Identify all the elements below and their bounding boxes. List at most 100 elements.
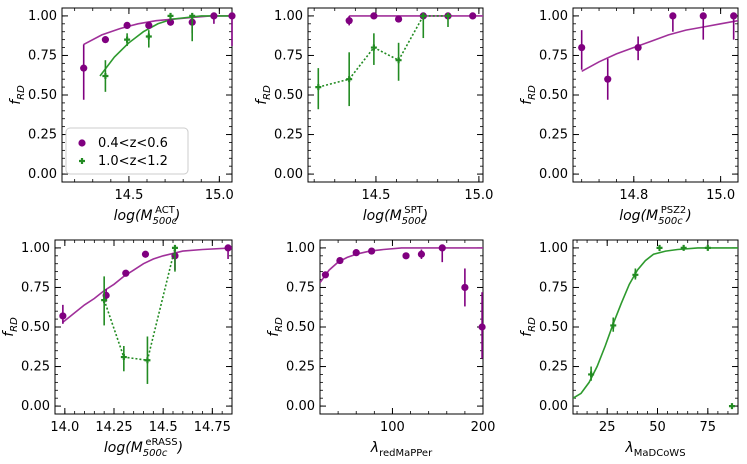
- x-axis-label-sub: 500c: [143, 448, 168, 459]
- x-tick-label: 15.0: [205, 188, 234, 203]
- x-axis-label-sub: MaDCoWS: [634, 448, 686, 459]
- y-axis-label-main: f: [519, 330, 535, 337]
- y-tick-label: 0.00: [539, 167, 568, 182]
- data-point-plus: [144, 357, 151, 364]
- data-point-plus: [588, 371, 595, 378]
- y-tick-label: 1.00: [539, 9, 568, 24]
- y-tick-label: 0.75: [539, 280, 568, 295]
- x-axis-label: log(M500cPSZ2): [619, 205, 692, 227]
- x-tick-label: 14.5: [114, 188, 143, 203]
- data-point-circle: [370, 12, 378, 20]
- x-axis-label-sup: eRASS: [145, 437, 177, 448]
- data-point-circle: [321, 271, 330, 279]
- x-axis-label-sub: redMaPPer: [379, 448, 433, 459]
- x-axis-label-main: log(M: [114, 208, 153, 224]
- x-axis-label-close: ): [177, 440, 183, 456]
- data-point-circle: [101, 36, 110, 44]
- data-point-circle: [141, 250, 150, 258]
- fit-curve-green: [99, 15, 232, 77]
- data-point-plus: [315, 84, 322, 91]
- x-axis-label-main: λ: [624, 440, 633, 456]
- data-point-circle: [228, 12, 236, 20]
- data-point-circle: [123, 21, 131, 29]
- data-point-plus: [171, 244, 178, 251]
- data-point-circle: [368, 247, 376, 255]
- data-point-circle: [461, 283, 469, 292]
- data-point-plus: [632, 271, 639, 278]
- y-tick-label: 0.50: [539, 320, 568, 335]
- x-tick-label: 14.5: [149, 420, 178, 435]
- panel-act: 0.00 0.25 0.50 0.75 1.00 14.5 15.0 fRD log(M500c…: [8, 7, 236, 227]
- y-axis-label-main: f: [254, 98, 270, 105]
- x-tick-label: 14.75: [194, 420, 231, 435]
- x-axis-label-close: ): [685, 208, 691, 224]
- x-tick-label: 15.0: [706, 188, 735, 203]
- x-axis-label: log(M500cSPT): [363, 205, 428, 227]
- y-axis-label-main: f: [1, 330, 17, 337]
- y-tick-label: 0.25: [539, 360, 568, 375]
- x-axis-label: log(M500ceRASS): [104, 437, 183, 459]
- x-axis-label-main: log(M: [104, 440, 143, 456]
- panel-madcows: 0.00 0.25 0.50 0.75 1.00 25 50 75 fRD λMaDCoWS: [519, 239, 739, 459]
- axes-frame: [319, 239, 484, 415]
- y-tick-label: 0.50: [539, 88, 568, 103]
- data-point-plus: [420, 12, 427, 19]
- legend-box: [65, 127, 189, 175]
- x-axis-label-sup: SPT: [404, 205, 423, 216]
- x-axis-label-main: λ: [370, 440, 379, 456]
- connector-line-green: [103, 247, 176, 362]
- y-tick-label: 0.25: [539, 128, 568, 143]
- data-point-plus: [120, 354, 127, 361]
- y-axis-label: fRD: [1, 317, 20, 337]
- panel-psz2: 0.00 0.25 0.50 0.75 1.00 14.8 15.0 fRD log(M500c…: [519, 7, 739, 227]
- x-axis-label-sub: 500c: [658, 216, 683, 227]
- data-point-circle: [80, 64, 88, 72]
- y-tick-label: 0.25: [21, 360, 50, 375]
- data-point-circle: [402, 252, 410, 260]
- data-point-plus: [610, 322, 617, 329]
- panel-redmapper: 0.00 0.25 0.50 0.75 1.00 100 200 fRD λredMaPPer: [266, 239, 496, 459]
- fit-curve-purple: [581, 19, 738, 73]
- x-axis-label-sub: 500c: [153, 216, 178, 227]
- x-axis-label: λMaDCoWS: [624, 440, 685, 459]
- data-point-circle: [669, 12, 677, 20]
- y-tick-label: 0.75: [286, 280, 315, 295]
- y-axis-label-sub: RD: [16, 85, 27, 100]
- data-point-circle: [634, 43, 642, 52]
- y-axis-label-sub: RD: [527, 85, 538, 100]
- data-point-plus: [346, 76, 353, 83]
- x-tick-label: 50: [649, 420, 666, 435]
- x-tick-label: 14.0: [50, 420, 79, 435]
- data-point-plus: [445, 12, 451, 19]
- y-tick-label: 1.00: [28, 9, 57, 24]
- data-point-circle: [352, 249, 360, 257]
- y-tick-label: 0.50: [286, 320, 315, 335]
- y-tick-label: 0.50: [274, 88, 303, 103]
- data-point-plus: [728, 403, 735, 410]
- axes-frame: [307, 7, 484, 183]
- y-axis-label: fRD: [266, 317, 285, 337]
- x-tick-label: 25: [599, 420, 616, 435]
- fit-curve-green: [573, 247, 738, 399]
- y-axis-label-main: f: [519, 98, 535, 105]
- x-axis-label-sup: ACT: [155, 205, 176, 216]
- data-point-plus: [102, 73, 109, 80]
- x-axis-label-sup: PSZ2: [661, 205, 687, 216]
- data-point-plus: [656, 244, 663, 251]
- y-tick-label: 0.00: [274, 167, 303, 182]
- y-tick-label: 0.25: [274, 128, 303, 143]
- y-axis-label-sub: RD: [9, 317, 20, 332]
- y-tick-label: 0.50: [28, 88, 57, 103]
- data-point-plus: [370, 44, 377, 51]
- x-tick-label: 200: [471, 420, 496, 435]
- y-axis-label: fRD: [8, 85, 27, 105]
- data-point-circle: [122, 269, 130, 277]
- data-point-circle: [469, 12, 477, 20]
- data-point-circle: [166, 18, 175, 26]
- x-tick-label: 14.5: [361, 188, 390, 203]
- axes-frame: [54, 239, 233, 415]
- x-axis-label-close: ): [422, 208, 428, 224]
- data-point-circle: [224, 244, 232, 252]
- y-tick-label: 1.00: [21, 241, 50, 256]
- data-point-circle: [345, 17, 353, 25]
